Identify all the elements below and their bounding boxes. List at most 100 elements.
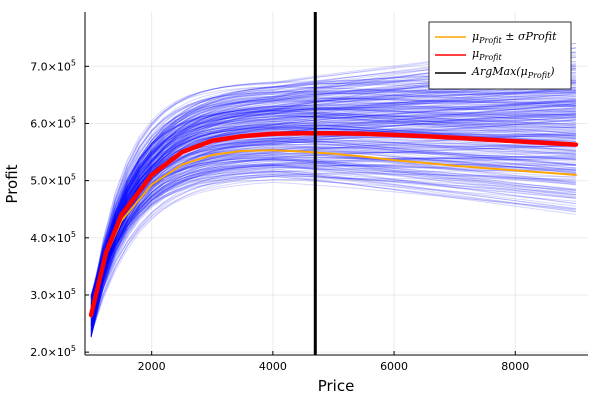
sample-curve <box>90 157 576 318</box>
sample-curve <box>90 165 576 333</box>
sample-curve <box>90 113 576 329</box>
sample-curve <box>90 146 576 301</box>
sample-curve <box>90 108 576 299</box>
sample-curve <box>90 119 576 298</box>
sample-curve <box>90 168 576 311</box>
sample-curve <box>90 158 576 308</box>
sample-curve <box>90 170 576 297</box>
sample-curve <box>90 164 576 328</box>
sample-curve <box>90 110 576 300</box>
sample-curve <box>90 123 576 302</box>
sample-curve <box>90 105 576 325</box>
sample-curve <box>90 116 576 307</box>
sample-curve <box>90 112 576 304</box>
mean-profit-line <box>88 130 579 318</box>
sample-curve <box>90 94 576 328</box>
sample-curve <box>90 114 576 304</box>
sample-curve <box>90 117 576 326</box>
y-axis-ticks: 2.0×105 3.0×105 4.0×105 5.0×105 6.0×105 7.0×1… <box>30 58 89 359</box>
sample-curve <box>90 98 576 327</box>
sample-curve <box>90 128 576 320</box>
sample-curve <box>90 96 576 318</box>
sample-curve <box>90 164 576 332</box>
std-band-line <box>90 149 577 318</box>
y-tick-label: 2.0×105 <box>30 344 76 359</box>
sample-curve <box>90 148 576 297</box>
sample-curve <box>90 110 576 307</box>
sample-curve <box>90 98 576 299</box>
sample-curve <box>90 103 576 296</box>
sample-curve <box>90 156 576 306</box>
sample-curve <box>90 131 576 307</box>
sample-curve <box>90 166 576 322</box>
sample-curve <box>90 119 576 330</box>
sample-curve <box>90 156 576 331</box>
sample-curve <box>90 100 576 329</box>
sample-curve <box>90 117 576 323</box>
sample-curve <box>90 97 576 315</box>
sample-curve <box>90 143 576 321</box>
sample-curve <box>90 162 576 337</box>
sample-curve <box>90 146 576 328</box>
sample-curve <box>90 164 576 337</box>
legend: μProfit ± σProfit μProfit ArgMax(μProfit… <box>428 21 572 90</box>
sample-curve <box>90 170 576 304</box>
sample-curve <box>90 97 576 323</box>
sample-curve <box>90 99 576 299</box>
sample-curve <box>90 112 576 321</box>
sample-curve <box>90 115 576 309</box>
sample-curve <box>90 134 576 304</box>
sample-curve <box>90 174 576 314</box>
sample-curve <box>90 92 576 314</box>
sample-curve <box>90 150 576 320</box>
sample-curve <box>90 175 576 305</box>
sample-curve <box>90 164 576 322</box>
sample-curve <box>90 100 576 312</box>
sample-curve <box>90 114 576 325</box>
sample-curve <box>90 124 576 302</box>
sample-curve <box>90 91 576 319</box>
sample-curve <box>90 121 576 318</box>
sample-curve <box>90 164 576 313</box>
sample-curve <box>90 127 576 299</box>
sample-curve <box>90 144 576 316</box>
sample-curve <box>90 92 576 337</box>
sample-curve <box>90 91 576 333</box>
sample-curve <box>90 156 576 323</box>
sample-curve <box>90 99 576 315</box>
sample-curve <box>90 112 576 310</box>
sample-curve <box>90 165 576 316</box>
sample-curve <box>90 102 576 321</box>
sample-curve <box>90 88 576 311</box>
sample-curve <box>90 115 576 330</box>
sample-curve <box>90 108 576 336</box>
sample-curve <box>90 127 576 303</box>
sample-curve <box>90 119 576 327</box>
sample-curve <box>90 90 576 320</box>
sample-curve <box>90 100 576 309</box>
series-lines <box>88 130 579 318</box>
sample-curve <box>90 91 576 323</box>
sample-curve <box>90 152 576 304</box>
sample-curve <box>90 106 576 314</box>
legend-mean-label: μProfit <box>472 47 503 62</box>
sample-curve <box>90 108 576 297</box>
sample-curve <box>90 114 576 297</box>
sample-curve <box>90 157 576 312</box>
sample-curve <box>90 130 576 337</box>
sample-curve <box>90 99 576 331</box>
sample-curve <box>90 133 576 315</box>
sample-curve <box>90 167 576 335</box>
sample-curve <box>90 90 576 310</box>
sample-curve <box>90 144 576 317</box>
sample-curve <box>90 174 576 317</box>
sample-curve <box>90 179 576 318</box>
sample-curve <box>90 110 576 309</box>
sample-curve <box>90 115 576 296</box>
sample-curve <box>90 147 576 298</box>
sample-curve <box>90 100 576 301</box>
x-tick-label: 2000 <box>138 360 166 373</box>
sample-curve <box>90 115 576 329</box>
sample-curve <box>90 86 576 307</box>
